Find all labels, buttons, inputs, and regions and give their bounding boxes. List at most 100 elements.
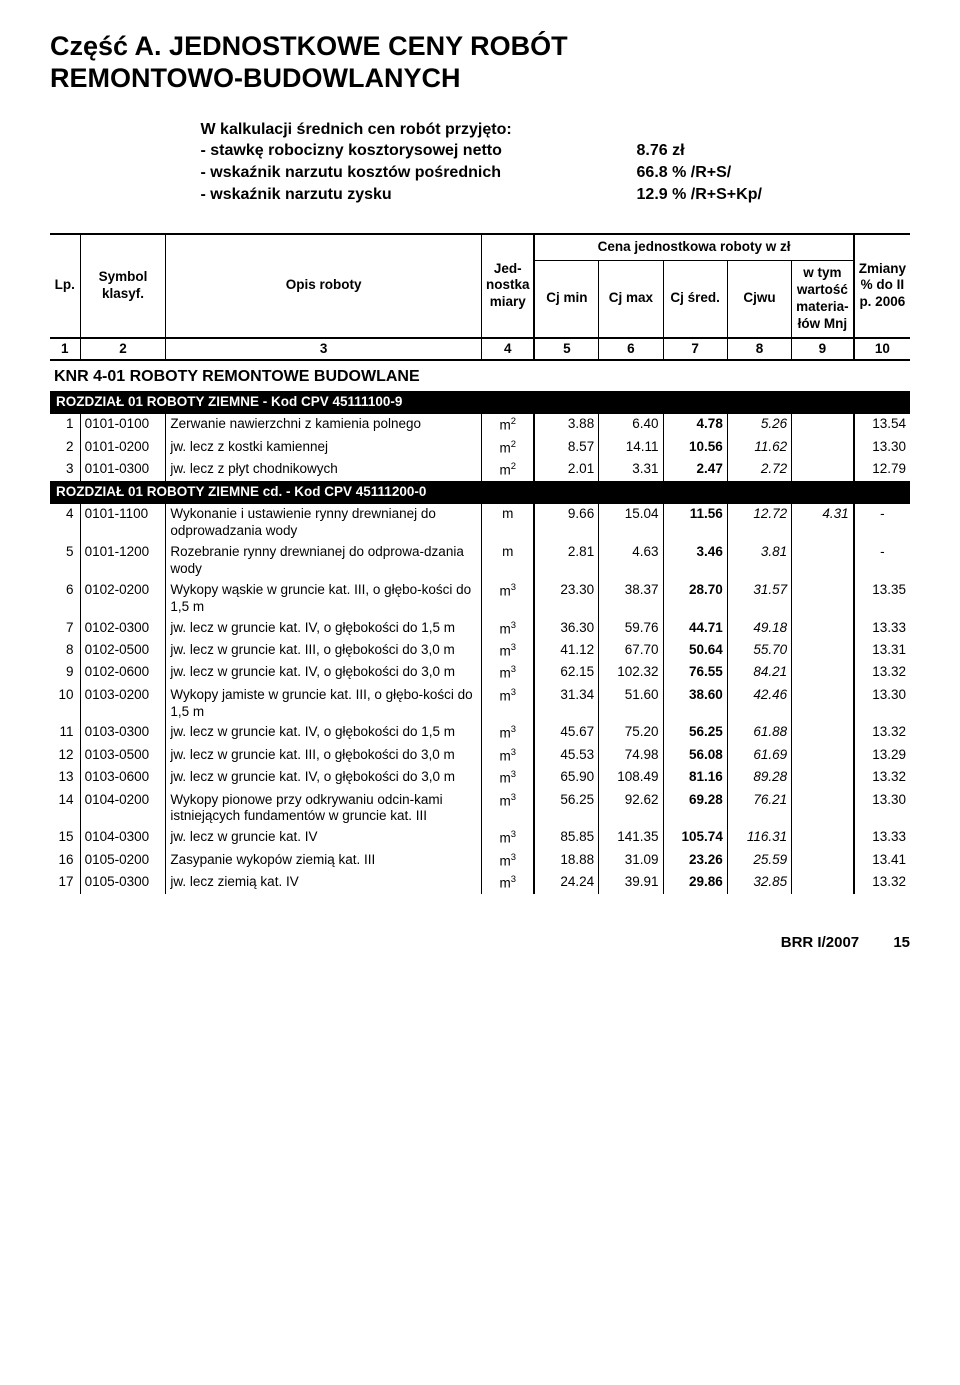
section-band: ROZDZIAŁ 01 ROBOTY ZIEMNE cd. - Kod CPV …: [50, 481, 910, 504]
intro-val: 66.8 % /R+S/: [637, 162, 760, 184]
cell-cjmax: 15.04: [599, 504, 663, 542]
cell-zmiany: 12.79: [854, 459, 910, 481]
cell-desc: jw. lecz z kostki kamiennej: [166, 437, 482, 459]
cell-cjwu: 84.21: [727, 662, 791, 684]
cell-symbol: 0101-1100: [80, 504, 166, 542]
intro-label: - wskaźnik narzutu kosztów pośrednich: [201, 162, 637, 184]
cell-zmiany: 13.33: [854, 827, 910, 849]
cell-cjmax: 39.91: [599, 872, 663, 894]
cell-cjwu: 61.69: [727, 745, 791, 767]
cell-lp: 16: [50, 850, 80, 872]
cell-desc: jw. lecz w gruncie kat. III, o głębokośc…: [166, 640, 482, 662]
cell-cjmin: 65.90: [534, 767, 598, 789]
cell-cjmax: 59.76: [599, 618, 663, 640]
th-colnum: 9: [792, 338, 854, 361]
intro-row: - stawkę robocizny kosztorysowej netto8.…: [201, 140, 760, 162]
cell-lp: 12: [50, 745, 80, 767]
cell-cjsred: 23.26: [663, 850, 727, 872]
cell-cjmin: 24.24: [534, 872, 598, 894]
cell-symbol: 0105-0300: [80, 872, 166, 894]
cell-zmiany: 13.30: [854, 685, 910, 723]
cell-lp: 2: [50, 437, 80, 459]
cell-cjmin: 3.88: [534, 414, 598, 436]
th-colnum: 8: [727, 338, 791, 361]
cell-lp: 3: [50, 459, 80, 481]
cell-cjsred: 28.70: [663, 580, 727, 618]
table-row: 160105-0200Zasypanie wykopów ziemią kat.…: [50, 850, 910, 872]
table-row: 10101-0100Zerwanie nawierzchni z kamieni…: [50, 414, 910, 436]
cell-unit: m: [481, 542, 534, 580]
page-title-block: Część A. JEDNOSTKOWE CENY ROBÓT REMONTOW…: [50, 30, 910, 95]
cell-lp: 1: [50, 414, 80, 436]
cell-desc: jw. lecz w gruncie kat. IV: [166, 827, 482, 849]
cell-cjwu: 116.31: [727, 827, 791, 849]
intro-row: - wskaźnik narzutu zysku12.9 % /R+S+Kp/: [201, 184, 760, 206]
cell-zmiany: 13.32: [854, 722, 910, 744]
cell-cjwu: 76.21: [727, 790, 791, 828]
cell-cjmax: 102.32: [599, 662, 663, 684]
cell-cjmax: 67.70: [599, 640, 663, 662]
cell-cjmax: 51.60: [599, 685, 663, 723]
intro-label: - stawkę robocizny kosztorysowej netto: [201, 140, 637, 162]
table-row: 140104-0200Wykopy pionowe przy odkrywani…: [50, 790, 910, 828]
cell-mnj: [792, 662, 854, 684]
cell-lp: 5: [50, 542, 80, 580]
cell-cjwu: 32.85: [727, 872, 791, 894]
cell-lp: 10: [50, 685, 80, 723]
cell-zmiany: 13.32: [854, 662, 910, 684]
cell-zmiany: 13.31: [854, 640, 910, 662]
cell-cjsred: 10.56: [663, 437, 727, 459]
cell-mnj: [792, 437, 854, 459]
cell-symbol: 0103-0500: [80, 745, 166, 767]
cell-symbol: 0101-1200: [80, 542, 166, 580]
table-row: 150104-0300jw. lecz w gruncie kat. IVm38…: [50, 827, 910, 849]
cell-cjmin: 23.30: [534, 580, 598, 618]
table-row: 70102-0300jw. lecz w gruncie kat. IV, o …: [50, 618, 910, 640]
cell-symbol: 0102-0500: [80, 640, 166, 662]
th-colnum: 2: [80, 338, 166, 361]
cell-zmiany: 13.30: [854, 437, 910, 459]
cell-cjwu: 89.28: [727, 767, 791, 789]
th-colnum: 1: [50, 338, 80, 361]
cell-mnj: [792, 542, 854, 580]
cell-cjsred: 81.16: [663, 767, 727, 789]
cell-cjsred: 2.47: [663, 459, 727, 481]
cell-mnj: [792, 827, 854, 849]
cell-symbol: 0102-0300: [80, 618, 166, 640]
cell-cjwu: 12.72: [727, 504, 791, 542]
cell-unit: m2: [481, 459, 534, 481]
cell-unit: m3: [481, 872, 534, 894]
cell-cjmax: 4.63: [599, 542, 663, 580]
cell-mnj: [792, 459, 854, 481]
cell-cjsred: 56.08: [663, 745, 727, 767]
th-symbol: Symbol klasyf.: [80, 234, 166, 337]
cell-mnj: [792, 872, 854, 894]
cell-desc: Wykopy pionowe przy odkrywaniu odcin-kam…: [166, 790, 482, 828]
th-colnum: 4: [481, 338, 534, 361]
cell-symbol: 0104-0200: [80, 790, 166, 828]
cell-desc: Zasypanie wykopów ziemią kat. III: [166, 850, 482, 872]
cell-desc: jw. lecz w gruncie kat. IV, o głębokości…: [166, 722, 482, 744]
cell-unit: m3: [481, 640, 534, 662]
cell-cjsred: 38.60: [663, 685, 727, 723]
cell-cjmax: 31.09: [599, 850, 663, 872]
th-jedn: Jed-nostka miary: [481, 234, 534, 337]
th-colnum: 10: [854, 338, 910, 361]
cell-cjsred: 3.46: [663, 542, 727, 580]
cell-symbol: 0105-0200: [80, 850, 166, 872]
cell-cjsred: 105.74: [663, 827, 727, 849]
cell-mnj: [792, 618, 854, 640]
price-table: Lp. Symbol klasyf. Opis roboty Jed-nostk…: [50, 233, 910, 894]
cell-cjwu: 61.88: [727, 722, 791, 744]
intro-block: W kalkulacji średnich cen robót przyjęto…: [201, 119, 760, 205]
table-row: 60102-0200Wykopy wąskie w gruncie kat. I…: [50, 580, 910, 618]
cell-zmiany: 13.32: [854, 872, 910, 894]
th-cjmax: Cj max: [599, 261, 663, 338]
cell-cjmax: 38.37: [599, 580, 663, 618]
cell-cjmin: 56.25: [534, 790, 598, 828]
table-row: 130103-0600jw. lecz w gruncie kat. IV, o…: [50, 767, 910, 789]
cell-unit: m3: [481, 662, 534, 684]
cell-cjmax: 75.20: [599, 722, 663, 744]
cell-mnj: [792, 767, 854, 789]
cell-lp: 15: [50, 827, 80, 849]
